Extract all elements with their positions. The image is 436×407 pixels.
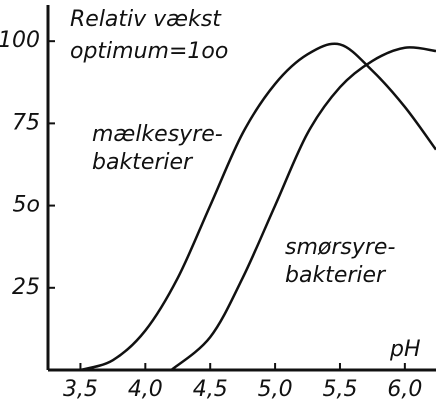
x-axis-label: pH	[389, 337, 421, 362]
curve	[80, 42, 436, 372]
series-label: smørsyre-	[285, 235, 395, 260]
x-tick-label: 4,0	[128, 377, 163, 402]
x-tick-label: 5,5	[322, 377, 357, 402]
series-label: bakterier	[285, 263, 387, 288]
y-tick-label: 100	[0, 28, 40, 53]
y-tick-label: 25	[12, 275, 40, 300]
x-tick-label: 4,5	[193, 377, 228, 402]
chart-title: Relativ vækst	[70, 7, 222, 32]
y-tick-label: 5o	[13, 193, 40, 218]
y-tick-label: 75	[12, 110, 40, 135]
curve	[170, 46, 436, 371]
x-tick-label: 5,0	[258, 377, 293, 402]
series-label: mælkesyre-	[92, 122, 223, 147]
x-tick-label: 3,5	[63, 377, 98, 402]
chart-subtitle: optimum=1oo	[70, 39, 228, 64]
series-label: bakterier	[92, 150, 194, 175]
x-tick-label: 6,0	[387, 377, 422, 402]
